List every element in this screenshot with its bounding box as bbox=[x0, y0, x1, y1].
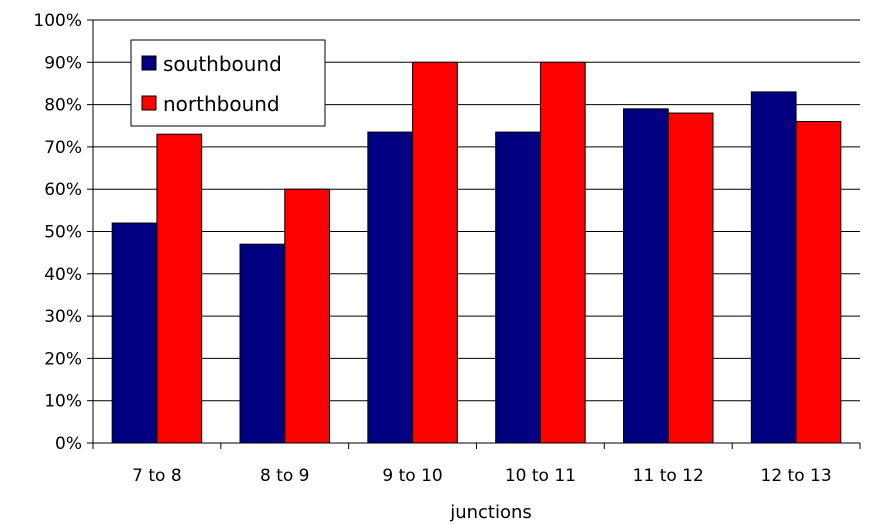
y-tick-label-1: 10% bbox=[44, 392, 82, 412]
y-tick-label-5: 50% bbox=[44, 223, 82, 243]
legend-label-northbound: northbound bbox=[163, 92, 280, 116]
y-tick-label-10: 100% bbox=[33, 11, 82, 31]
x-axis-title: junctions bbox=[449, 502, 532, 523]
bar-northbound-4 bbox=[667, 112, 714, 444]
bar-northbound-3 bbox=[539, 61, 586, 444]
y-axis-tick-labels: 0% 10% 20% 30% 40% 50% 60% 70% 80% 90% 100% bbox=[33, 11, 82, 454]
bar-northbound-1 bbox=[284, 188, 330, 444]
x-axis-tick-labels: 7 to 8 8 to 9 9 to 10 10 to 11 11 to 12 12 to… bbox=[132, 466, 831, 486]
bar-southbound-5 bbox=[750, 91, 797, 444]
gridlines bbox=[93, 19, 860, 402]
legend-swatch-northbound bbox=[141, 95, 157, 111]
bar-northbound-2 bbox=[412, 61, 458, 444]
bar-southbound-3 bbox=[495, 131, 541, 444]
x-tick-label-3: 10 to 11 bbox=[505, 466, 576, 486]
legend-label-southbound: southbound bbox=[163, 52, 282, 76]
bar-southbound-2 bbox=[367, 131, 414, 444]
axes bbox=[87, 19, 861, 449]
y-tick-label-7: 70% bbox=[44, 138, 82, 158]
bar-northbound-0 bbox=[156, 133, 203, 444]
y-tick-label-8: 80% bbox=[44, 96, 82, 116]
x-tick-label-5: 12 to 13 bbox=[761, 466, 832, 486]
y-tick-label-2: 20% bbox=[44, 349, 82, 369]
bar-northbound-5 bbox=[795, 121, 842, 444]
y-tick-label-9: 90% bbox=[44, 53, 82, 73]
bar-southbound-0 bbox=[111, 222, 158, 444]
x-tick-label-1: 8 to 9 bbox=[260, 466, 310, 486]
x-tick-label-0: 7 to 8 bbox=[132, 466, 182, 486]
y-tick-label-4: 40% bbox=[44, 265, 82, 285]
legend: southbound northbound bbox=[130, 39, 326, 127]
bars bbox=[111, 61, 842, 444]
bar-southbound-1 bbox=[239, 243, 286, 444]
y-tick-label-0: 0% bbox=[55, 434, 82, 454]
x-tick-label-2: 9 to 10 bbox=[382, 466, 442, 486]
y-tick-label-6: 60% bbox=[44, 180, 82, 200]
bar-southbound-4 bbox=[623, 108, 669, 444]
legend-swatch-southbound bbox=[141, 55, 157, 71]
x-tick-label-4: 11 to 12 bbox=[633, 466, 704, 486]
legend-box bbox=[130, 39, 326, 127]
y-tick-label-3: 30% bbox=[44, 307, 82, 327]
